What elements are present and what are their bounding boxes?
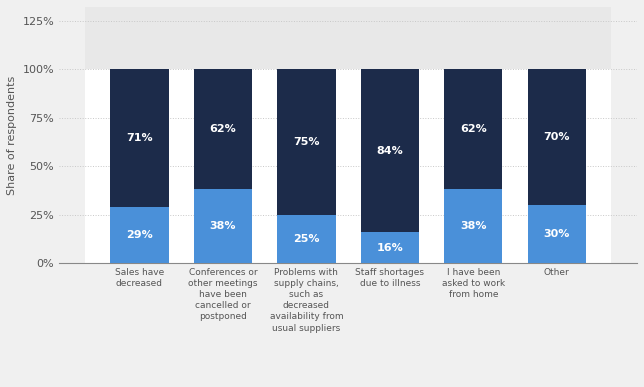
Text: 16%: 16%: [377, 243, 403, 253]
Bar: [194, 69, 252, 189]
Text: 75%: 75%: [293, 137, 319, 147]
Text: 30%: 30%: [544, 229, 570, 239]
Text: 62%: 62%: [460, 124, 487, 134]
Bar: [336, 7, 444, 69]
Bar: [527, 205, 586, 263]
Bar: [527, 69, 586, 205]
Bar: [419, 69, 527, 263]
Text: 84%: 84%: [377, 146, 403, 156]
Bar: [252, 7, 361, 69]
Text: 62%: 62%: [209, 124, 236, 134]
Bar: [361, 232, 419, 263]
Bar: [110, 207, 169, 263]
Bar: [419, 7, 527, 69]
Bar: [503, 7, 611, 69]
Bar: [277, 69, 336, 215]
Text: 71%: 71%: [126, 133, 153, 143]
Bar: [444, 69, 502, 189]
Bar: [194, 189, 252, 263]
Bar: [169, 69, 277, 263]
Bar: [110, 69, 169, 207]
Y-axis label: Share of respondents: Share of respondents: [7, 75, 17, 195]
Bar: [86, 69, 193, 263]
Bar: [169, 7, 277, 69]
Bar: [86, 7, 193, 69]
Text: 29%: 29%: [126, 230, 153, 240]
Bar: [252, 69, 361, 263]
Text: 70%: 70%: [544, 132, 570, 142]
Bar: [336, 69, 444, 263]
Text: 38%: 38%: [210, 221, 236, 231]
Bar: [503, 69, 611, 263]
Text: 38%: 38%: [460, 221, 486, 231]
Bar: [277, 215, 336, 263]
Bar: [444, 189, 502, 263]
Bar: [361, 69, 419, 232]
Text: 25%: 25%: [293, 234, 319, 244]
